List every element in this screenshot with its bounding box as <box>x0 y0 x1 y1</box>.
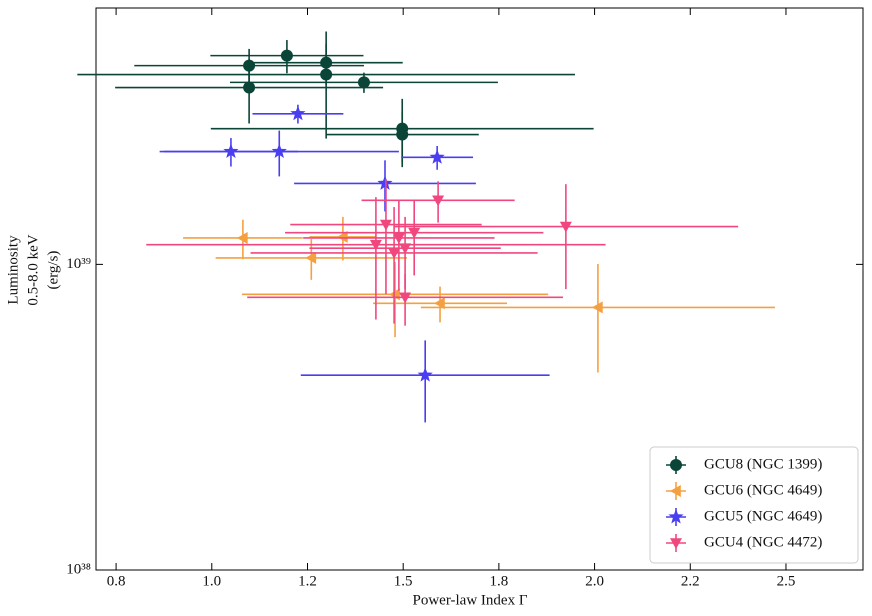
marker <box>396 128 409 141</box>
marker <box>408 227 421 239</box>
marker <box>399 243 412 255</box>
marker <box>591 301 603 314</box>
legend-marker <box>670 459 682 471</box>
x-tick-label: 2.0 <box>585 573 604 589</box>
marker <box>305 251 317 264</box>
marker <box>357 76 370 89</box>
marker <box>377 175 393 190</box>
x-tick-label: 1.5 <box>394 573 413 589</box>
y-axis-label: 0.5-8.0 keV <box>25 234 41 305</box>
marker <box>280 49 293 62</box>
x-tick-label: 2.2 <box>681 573 700 589</box>
marker <box>432 195 445 207</box>
marker <box>290 105 306 121</box>
marker <box>417 367 433 382</box>
legend-label: GCU4 (NGC 4472) <box>704 534 822 550</box>
marker <box>320 68 333 81</box>
legend-label: GCU8 (NGC 1399) <box>704 456 822 472</box>
legend-marker <box>668 509 684 524</box>
x-tick-label: 0.8 <box>107 573 126 589</box>
y-tick-label: 10³⁹ <box>66 256 91 272</box>
marker <box>236 231 248 244</box>
legend-marker <box>670 538 682 549</box>
marker <box>379 219 392 231</box>
marker <box>388 248 401 259</box>
legend-marker <box>670 485 681 497</box>
legend-label: GCU6 (NGC 4649) <box>704 482 822 498</box>
x-tick-label: 1.8 <box>490 573 509 589</box>
y-axis-label: Luminosity <box>5 235 21 305</box>
marker <box>399 292 412 304</box>
x-tick-label: 1.0 <box>202 573 221 589</box>
plot-frame <box>95 7 864 571</box>
marker <box>336 230 348 243</box>
legend: GCU8 (NGC 1399) GCU6 (NGC 4649) GCU5 (NGC … <box>649 446 859 564</box>
y-tick-label: 10³⁸ <box>66 561 91 577</box>
marker <box>271 143 287 159</box>
marker <box>559 221 572 233</box>
y-axis-label: (erg/s) <box>45 251 61 290</box>
legend-label: GCU5 (NGC 4649) <box>704 508 822 524</box>
x-axis-label: Power-law Index Γ <box>412 592 527 608</box>
marker <box>429 149 445 164</box>
marker <box>243 81 256 94</box>
x-tick-label: 1.2 <box>298 573 317 589</box>
x-tick-label: 2.5 <box>777 573 796 589</box>
legend-box <box>649 446 859 564</box>
marker <box>434 297 445 310</box>
marker <box>392 233 405 244</box>
marker <box>369 239 382 251</box>
